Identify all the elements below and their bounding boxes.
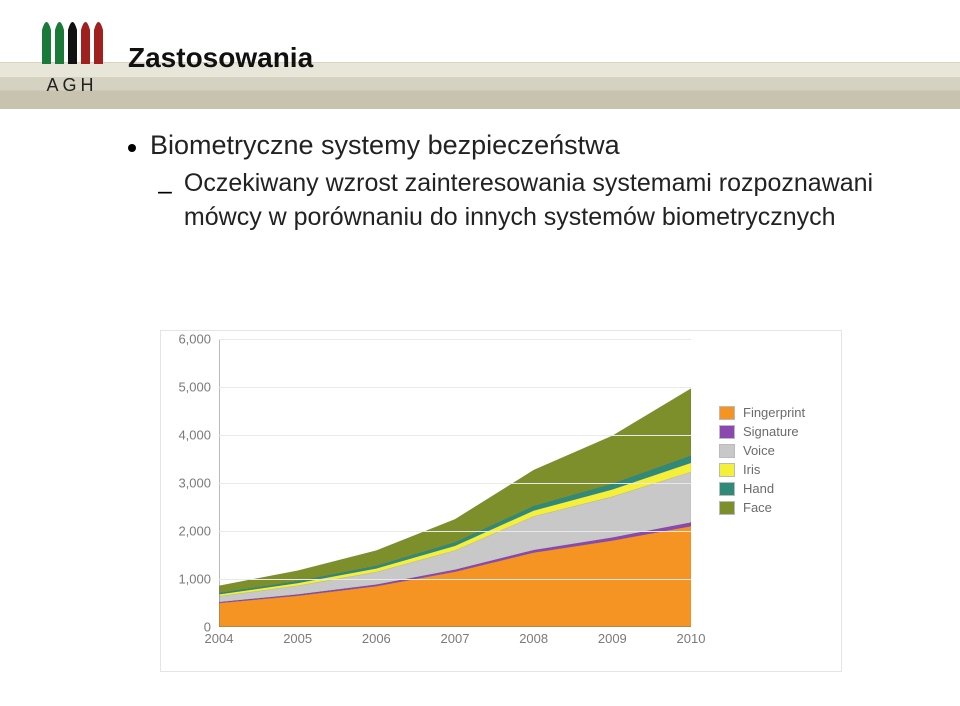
- logo-text: AGH: [26, 75, 118, 96]
- legend-label: Fingerprint: [743, 405, 805, 420]
- bullet-sub-text: Oczekiwany wzrost zainteresowania system…: [184, 167, 920, 235]
- x-tick-label: 2004: [205, 631, 234, 646]
- gridline: [219, 579, 691, 580]
- y-tick-label: 1,000: [178, 572, 211, 587]
- legend-item: Iris: [719, 462, 829, 477]
- legend-item: Signature: [719, 424, 829, 439]
- chart-legend: Fingerprint Signature Voice Iris Hand Face: [719, 401, 829, 519]
- y-axis: 01,0002,0003,0004,0005,0006,000: [161, 339, 217, 627]
- agh-logo: AGH: [26, 12, 118, 96]
- legend-swatch: [719, 425, 735, 439]
- x-axis: 2004200520062007200820092010: [219, 631, 691, 655]
- y-tick-label: 3,000: [178, 476, 211, 491]
- logo-bars-icon: [36, 12, 108, 68]
- bullet-main-text: Biometryczne systemy bezpieczeństwa: [150, 130, 620, 161]
- y-tick-label: 2,000: [178, 524, 211, 539]
- x-tick-label: 2008: [519, 631, 548, 646]
- y-tick-label: 5,000: [178, 380, 211, 395]
- legend-swatch: [719, 406, 735, 420]
- legend-label: Iris: [743, 462, 760, 477]
- legend-swatch: [719, 444, 735, 458]
- x-tick-label: 2009: [598, 631, 627, 646]
- bullet-sub-row: – Oczekiwany wzrost zainteresowania syst…: [158, 167, 920, 235]
- gridline: [219, 483, 691, 484]
- y-tick-label: 4,000: [178, 428, 211, 443]
- legend-label: Hand: [743, 481, 774, 496]
- biometrics-chart: 01,0002,0003,0004,0005,0006,000 20042005…: [160, 330, 842, 672]
- gridline: [219, 387, 691, 388]
- x-tick-label: 2007: [441, 631, 470, 646]
- chart-plot-area: [219, 339, 691, 627]
- legend-item: Fingerprint: [719, 405, 829, 420]
- bullet-main-row: Biometryczne systemy bezpieczeństwa: [128, 130, 920, 161]
- legend-item: Face: [719, 500, 829, 515]
- legend-label: Face: [743, 500, 772, 515]
- legend-label: Signature: [743, 424, 799, 439]
- gridline: [219, 435, 691, 436]
- x-tick-label: 2005: [283, 631, 312, 646]
- x-tick-label: 2010: [677, 631, 706, 646]
- legend-swatch: [719, 463, 735, 477]
- bullet-dash-icon: –: [158, 177, 172, 206]
- legend-swatch: [719, 501, 735, 515]
- bullet-dot-icon: [128, 144, 136, 152]
- gridline: [219, 339, 691, 340]
- legend-swatch: [719, 482, 735, 496]
- legend-label: Voice: [743, 443, 775, 458]
- gridline: [219, 531, 691, 532]
- y-tick-label: 6,000: [178, 332, 211, 347]
- legend-item: Hand: [719, 481, 829, 496]
- content: Biometryczne systemy bezpieczeństwa – Oc…: [128, 130, 920, 235]
- page-title: Zastosowania: [128, 42, 313, 74]
- x-tick-label: 2006: [362, 631, 391, 646]
- legend-item: Voice: [719, 443, 829, 458]
